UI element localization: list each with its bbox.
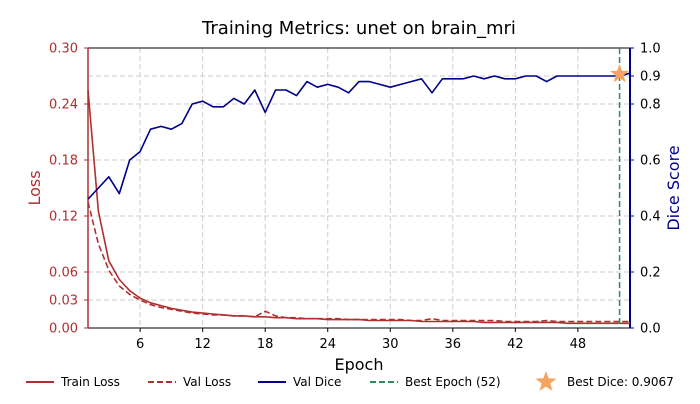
series-line-train-loss [87,89,630,325]
y-left-tick-label: 0.18 [49,154,78,169]
x-tick-label: 48 [570,337,587,352]
legend-star-icon [535,371,557,391]
legend-label-val-loss: Val Loss [183,375,231,389]
chart-title: Training Metrics: unet on brain_mri [201,18,516,39]
y-right-tick-label: 1.0 [640,42,661,57]
y-left-tick-label: 0.03 [49,294,78,309]
series-line-val-dice [87,72,631,200]
y-left-tick-label: 0.12 [49,210,78,225]
y-right-tick-label: 0.0 [640,322,661,337]
y-left-tick-label: 0.00 [49,322,78,337]
x-tick-label: 12 [194,337,211,352]
x-tick-label: 24 [319,337,336,352]
y-right-tick-label: 0.8 [640,98,661,113]
x-tick-label: 36 [445,337,462,352]
y-right-tick-label: 0.9 [640,70,661,85]
x-tick-label: 30 [382,337,399,352]
y-left-tick-label: 0.24 [49,98,78,113]
y-right-tick-label: 0.2 [640,266,661,281]
legend-label-best-epoch: Best Epoch (52) [405,375,501,389]
y-left-tick-label: 0.06 [49,266,78,281]
y-left-axis-label: Loss [25,170,44,205]
y-left-tick-label: 0.30 [49,42,78,57]
legend-label-train-loss: Train Loss [60,375,120,389]
y-right-tick-label: 0.4 [640,210,661,225]
legend: Train Loss Val Loss Val Dice Best Epoch (52… [26,371,674,391]
legend-label-val-dice: Val Dice [293,375,341,389]
y-right-tick-label: 0.6 [640,154,661,169]
best-dice-star [610,64,630,83]
grid [88,47,630,329]
series-line-val-loss [87,201,630,323]
x-axis-label: Epoch [335,355,384,374]
y-right-axis-label: Dice Score [664,145,683,230]
x-tick-label: 42 [507,337,524,352]
legend-label-best-dice: Best Dice: 0.9067 [567,375,674,389]
x-tick-label: 18 [257,337,274,352]
x-tick-label: 6 [136,337,144,352]
